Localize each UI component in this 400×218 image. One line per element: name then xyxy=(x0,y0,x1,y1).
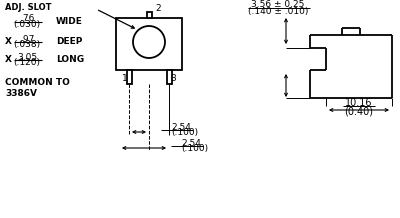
Circle shape xyxy=(133,26,165,58)
Text: (.140 ± .010): (.140 ± .010) xyxy=(248,7,308,17)
Text: ADJ. SLOT: ADJ. SLOT xyxy=(5,3,52,12)
Text: X: X xyxy=(5,37,12,46)
Text: .76: .76 xyxy=(20,15,34,24)
Text: (.100): (.100) xyxy=(171,128,198,138)
Bar xyxy=(116,18,182,70)
Text: 3.05: 3.05 xyxy=(17,53,37,61)
Text: 1: 1 xyxy=(122,74,128,83)
Text: (.038): (.038) xyxy=(14,41,40,49)
Text: 10.16: 10.16 xyxy=(345,98,373,108)
Bar xyxy=(146,12,152,18)
Text: COMMON TO
3386V: COMMON TO 3386V xyxy=(5,78,70,98)
Text: .97: .97 xyxy=(20,34,34,44)
Text: 2.54: 2.54 xyxy=(181,138,201,148)
Text: LONG: LONG xyxy=(56,56,84,65)
Text: (.120): (.120) xyxy=(14,58,40,68)
Text: (.030): (.030) xyxy=(14,20,40,29)
Text: 2: 2 xyxy=(155,5,161,14)
Text: (.100): (.100) xyxy=(181,145,208,153)
Text: X: X xyxy=(5,56,12,65)
Text: (0.40): (0.40) xyxy=(344,106,374,116)
Text: 3.56 ± 0.25: 3.56 ± 0.25 xyxy=(251,0,305,10)
Text: DEEP: DEEP xyxy=(56,37,82,46)
Text: 3: 3 xyxy=(170,74,176,83)
Text: 2.54: 2.54 xyxy=(171,123,191,131)
Bar xyxy=(126,70,132,84)
Bar xyxy=(166,70,172,84)
Text: WIDE: WIDE xyxy=(56,17,83,27)
